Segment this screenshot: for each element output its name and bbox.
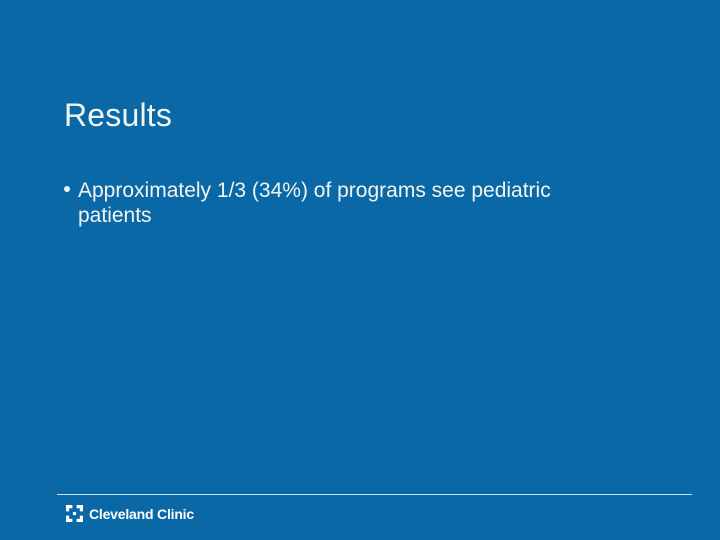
cleveland-clinic-square-icon (66, 505, 83, 522)
bullet-list: Approximately 1/3 (34%) of programs see … (64, 178, 584, 228)
bullet-item: Approximately 1/3 (34%) of programs see … (64, 178, 584, 228)
cleveland-clinic-wordmark: Cleveland Clinic (89, 506, 194, 522)
bullet-text: Approximately 1/3 (34%) of programs see … (78, 179, 551, 228)
cleveland-clinic-logo: Cleveland Clinic (66, 505, 194, 522)
bullet-dot-icon (64, 186, 70, 192)
footer-divider (57, 494, 692, 495)
slide-title: Results (64, 97, 173, 133)
